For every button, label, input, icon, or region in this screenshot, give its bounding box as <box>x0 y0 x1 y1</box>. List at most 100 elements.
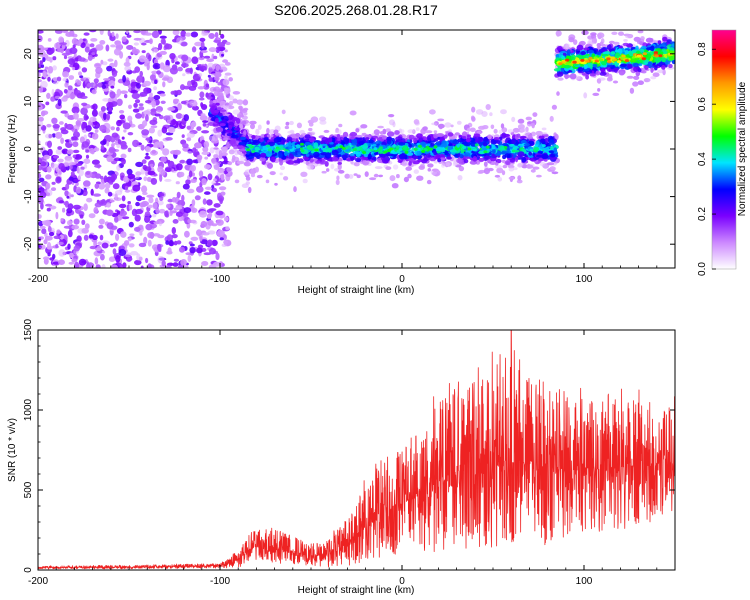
spectrogram-cell <box>46 166 52 173</box>
spectrogram-cell <box>443 134 448 139</box>
spectrogram-cell <box>597 32 605 39</box>
spectrogram-cell <box>414 121 420 126</box>
spectrogram-cell <box>90 38 98 42</box>
spectrogram-cell <box>525 116 532 121</box>
spectrogram-cell <box>92 103 98 111</box>
spectrogram-cell <box>54 30 63 34</box>
spectrogram-cell <box>589 73 596 77</box>
spectrogram-cell <box>149 38 153 45</box>
spectrogram-cell <box>125 30 129 34</box>
spectrogram-cell <box>405 166 413 171</box>
spectrogram-cell <box>634 57 640 61</box>
spectrogram-cell <box>374 166 383 170</box>
spectrogram-cell <box>519 135 527 139</box>
spectrogram-cell <box>276 147 281 151</box>
spectrogram-cell <box>167 106 176 111</box>
spectrogram-cell <box>141 159 147 164</box>
spectrogram-cell <box>556 91 560 96</box>
spectrogram-cell <box>265 179 270 184</box>
spectrogram-cell <box>279 172 283 176</box>
spectrogram-cell <box>471 116 476 122</box>
spectrogram-cell <box>171 234 178 239</box>
spectrogram-cell <box>121 36 127 43</box>
spectrogram-cell <box>134 226 141 232</box>
spectrogram-cell <box>46 123 52 128</box>
spectrogram-cell <box>392 164 399 170</box>
spectrogram-cell <box>172 262 179 267</box>
spectrogram-cell <box>216 229 224 238</box>
spectrogram-cell <box>266 144 271 148</box>
spectrogram-cell <box>111 71 118 77</box>
spectrogram-cell <box>606 44 612 50</box>
spectrogram-cell <box>89 245 98 250</box>
spectrogram-cell <box>147 204 153 209</box>
spectrogram-cell <box>234 127 241 131</box>
spectrogram-cell <box>63 201 69 206</box>
spectrogram-cell <box>213 39 221 43</box>
spectrogram-cell <box>61 30 69 34</box>
spectrogram-cell <box>38 165 43 171</box>
spectrogram-cell <box>128 204 133 211</box>
spectrogram-cell <box>196 247 203 254</box>
spectrogram-cell <box>47 66 54 74</box>
spectrogram-cell <box>81 102 88 107</box>
spectrogram-cell <box>502 164 508 169</box>
spectrogram-cell <box>211 239 218 247</box>
spectrogram-cell <box>460 148 465 154</box>
spectrogram-cell <box>556 32 560 37</box>
spectrogram-cell <box>64 190 69 197</box>
spectrogram-cell <box>544 138 549 143</box>
spectrogram-cell <box>500 146 505 150</box>
spectrogram-cell <box>638 59 643 64</box>
spectrogram-cell <box>207 173 213 181</box>
spectrogram-cell <box>454 132 460 136</box>
spectrogram-cell <box>514 156 519 163</box>
spectrogram-cell <box>259 138 264 143</box>
spectrogram-cell <box>339 145 344 149</box>
spectrogram-cell <box>267 148 272 152</box>
spectrogram-cell <box>661 65 666 70</box>
spectrogram-cell <box>69 47 78 54</box>
spectrogram-cell <box>471 106 476 113</box>
spectrogram-cell <box>232 109 240 115</box>
spectrogram-cell <box>599 71 607 76</box>
spectrogram-cell <box>536 154 544 158</box>
spectrogram-cell <box>59 234 64 240</box>
spectrogram-cell <box>214 32 219 38</box>
spectrogram-xtick-label: -200 <box>28 274 48 285</box>
spectrogram-cell <box>446 156 452 160</box>
spectrogram-cell <box>153 86 158 91</box>
spectrogram-cell <box>106 113 111 121</box>
spectrogram-cell <box>421 150 426 153</box>
spectrogram-cell <box>340 141 346 146</box>
spectrogram-cell <box>58 259 65 266</box>
spectrogram-cell <box>166 203 171 209</box>
spectrogram-cell <box>612 80 619 84</box>
spectrogram-cell <box>228 139 237 145</box>
spectrogram-cell <box>194 195 201 201</box>
spectrogram-cell <box>246 151 250 155</box>
spectrogram-cell <box>632 26 637 29</box>
spectrogram-cell <box>239 148 247 152</box>
spectrogram-cell <box>313 142 319 149</box>
spectrogram-cell <box>59 121 64 125</box>
spectrogram-cell <box>88 213 96 219</box>
spectrogram-cell <box>340 137 344 140</box>
spectrogram-cell <box>436 133 445 138</box>
spectrogram-cell <box>293 160 300 164</box>
spectrogram-cell <box>38 30 44 34</box>
spectrogram-cell <box>219 101 224 106</box>
spectrogram-cell <box>228 124 233 130</box>
spectrogram-cell <box>110 44 116 48</box>
spectrogram-cell <box>127 173 136 180</box>
spectrogram-cell <box>68 252 74 258</box>
spectrogram-cell <box>508 167 515 172</box>
spectrogram-cell <box>139 231 143 236</box>
spectrogram-cell <box>38 79 42 83</box>
spectrogram-cell <box>448 143 453 146</box>
spectrogram-cell <box>299 129 305 135</box>
spectrogram-cell <box>130 89 139 94</box>
spectrogram-cell <box>623 39 628 42</box>
spectrogram-cell <box>102 61 108 66</box>
spectrogram-cell <box>437 170 441 176</box>
